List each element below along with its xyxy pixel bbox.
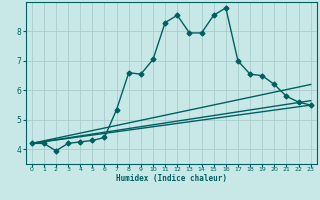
X-axis label: Humidex (Indice chaleur): Humidex (Indice chaleur) [116,174,227,183]
